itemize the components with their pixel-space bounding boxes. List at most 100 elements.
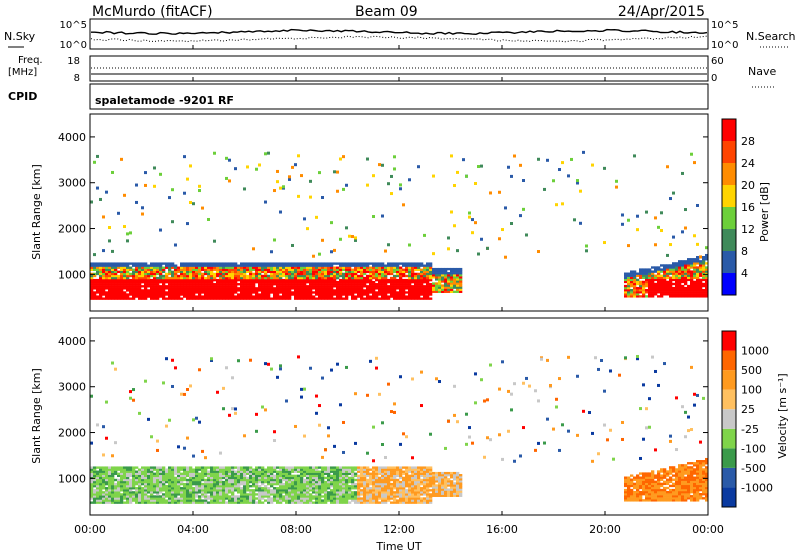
heatmap-cell [336, 499, 340, 502]
heatmap-cell [258, 163, 261, 167]
heatmap-cell [273, 278, 277, 282]
heatmap-cell [336, 362, 339, 366]
heatmap-cell [114, 468, 118, 471]
heatmap-cell [300, 468, 304, 471]
heatmap-cell [138, 491, 142, 494]
heatmap-cell [642, 268, 646, 271]
heatmap-cell [147, 293, 151, 296]
heatmap-cell [93, 478, 97, 482]
heatmap-cell [159, 495, 163, 498]
heatmap-cell [177, 466, 181, 469]
heatmap-cell [270, 278, 274, 282]
heatmap-cell [360, 274, 364, 278]
heatmap-cell [216, 468, 220, 471]
heatmap-cell [345, 495, 349, 498]
heatmap-cell [174, 272, 178, 276]
heatmap-cell [282, 499, 286, 502]
heatmap-cell [168, 287, 172, 290]
heatmap-cell [702, 276, 706, 279]
heatmap-cell [282, 185, 285, 189]
heatmap-cell [372, 499, 376, 502]
heatmap-cell [354, 474, 358, 478]
heatmap-cell [183, 499, 187, 502]
heatmap-cell [171, 495, 175, 498]
heatmap-cell [426, 283, 430, 286]
heatmap-cell [210, 264, 214, 267]
heatmap-cell [144, 285, 148, 288]
heatmap-cell [264, 295, 268, 298]
heatmap-cell [180, 293, 184, 296]
heatmap-cell [150, 495, 154, 498]
heatmap-cell [444, 282, 448, 285]
heatmap-cell [279, 186, 282, 190]
heatmap-cell [645, 289, 649, 292]
heatmap-cell [420, 283, 424, 286]
heatmap-cell [360, 472, 364, 475]
heatmap-cell [393, 283, 397, 286]
heatmap-cell [420, 482, 424, 486]
heatmap-cell [168, 196, 171, 200]
heatmap-cell [417, 484, 421, 488]
heatmap-cell [702, 264, 706, 267]
heatmap-cell [300, 262, 304, 265]
heatmap-cell [168, 262, 172, 265]
heatmap-cell [654, 276, 658, 279]
heatmap-cell [429, 501, 433, 504]
heatmap-cell [339, 274, 343, 278]
heatmap-cell [111, 361, 114, 365]
heatmap-cell [405, 280, 409, 284]
heatmap-cell [261, 270, 265, 274]
heatmap-cell [657, 272, 661, 275]
heatmap-cell [690, 293, 694, 296]
heatmap-cell [135, 289, 139, 292]
heatmap-cell [297, 297, 301, 300]
heatmap-cell [144, 468, 148, 471]
heatmap-cell [690, 286, 694, 290]
heatmap-cell [213, 266, 217, 269]
heatmap-cell [306, 272, 310, 276]
heatmap-cell [135, 183, 138, 187]
heatmap-cell [429, 493, 433, 496]
heatmap-cell [405, 274, 409, 278]
heatmap-cell [168, 497, 172, 500]
heatmap-cell [225, 472, 229, 475]
heatmap-cell [180, 468, 184, 471]
heatmap-cell [303, 274, 307, 278]
heatmap-cell [288, 487, 292, 490]
heatmap-cell [363, 468, 367, 471]
heatmap-cell [105, 190, 108, 194]
heatmap-cell [330, 474, 334, 478]
freq-left-top-tick: 18 [67, 56, 80, 67]
heatmap-cell [237, 289, 241, 292]
heatmap-cell [417, 268, 421, 271]
heatmap-cell [234, 470, 238, 473]
heatmap-cell [129, 289, 133, 292]
heatmap-cell [306, 487, 310, 490]
heatmap-cell [297, 264, 301, 267]
heatmap-cell [261, 480, 265, 484]
heatmap-cell [285, 476, 289, 480]
heatmap-cell [108, 276, 112, 280]
heatmap-cell [183, 489, 187, 492]
heatmap-cell [120, 280, 124, 284]
heatmap-cell [258, 287, 262, 290]
heatmap-cell [432, 267, 436, 271]
heatmap-cell [651, 289, 655, 292]
heatmap-cell [96, 291, 100, 294]
heatmap-cell [183, 478, 187, 482]
heatmap-cell [423, 489, 427, 492]
heatmap-cell [444, 480, 448, 483]
heatmap-cell [222, 287, 226, 290]
heatmap-cell [696, 291, 700, 294]
heatmap-cell [177, 287, 181, 290]
heatmap-cell [270, 501, 274, 504]
heatmap-cell [246, 480, 250, 484]
heatmap-cell [162, 474, 166, 478]
heatmap-cell [273, 268, 277, 271]
heatmap-cell [255, 484, 259, 488]
heatmap-cell [336, 297, 340, 300]
heatmap-cell [675, 284, 679, 288]
heatmap-cell [183, 295, 187, 298]
heatmap-cell [255, 266, 259, 269]
heatmap-cell [123, 287, 127, 290]
